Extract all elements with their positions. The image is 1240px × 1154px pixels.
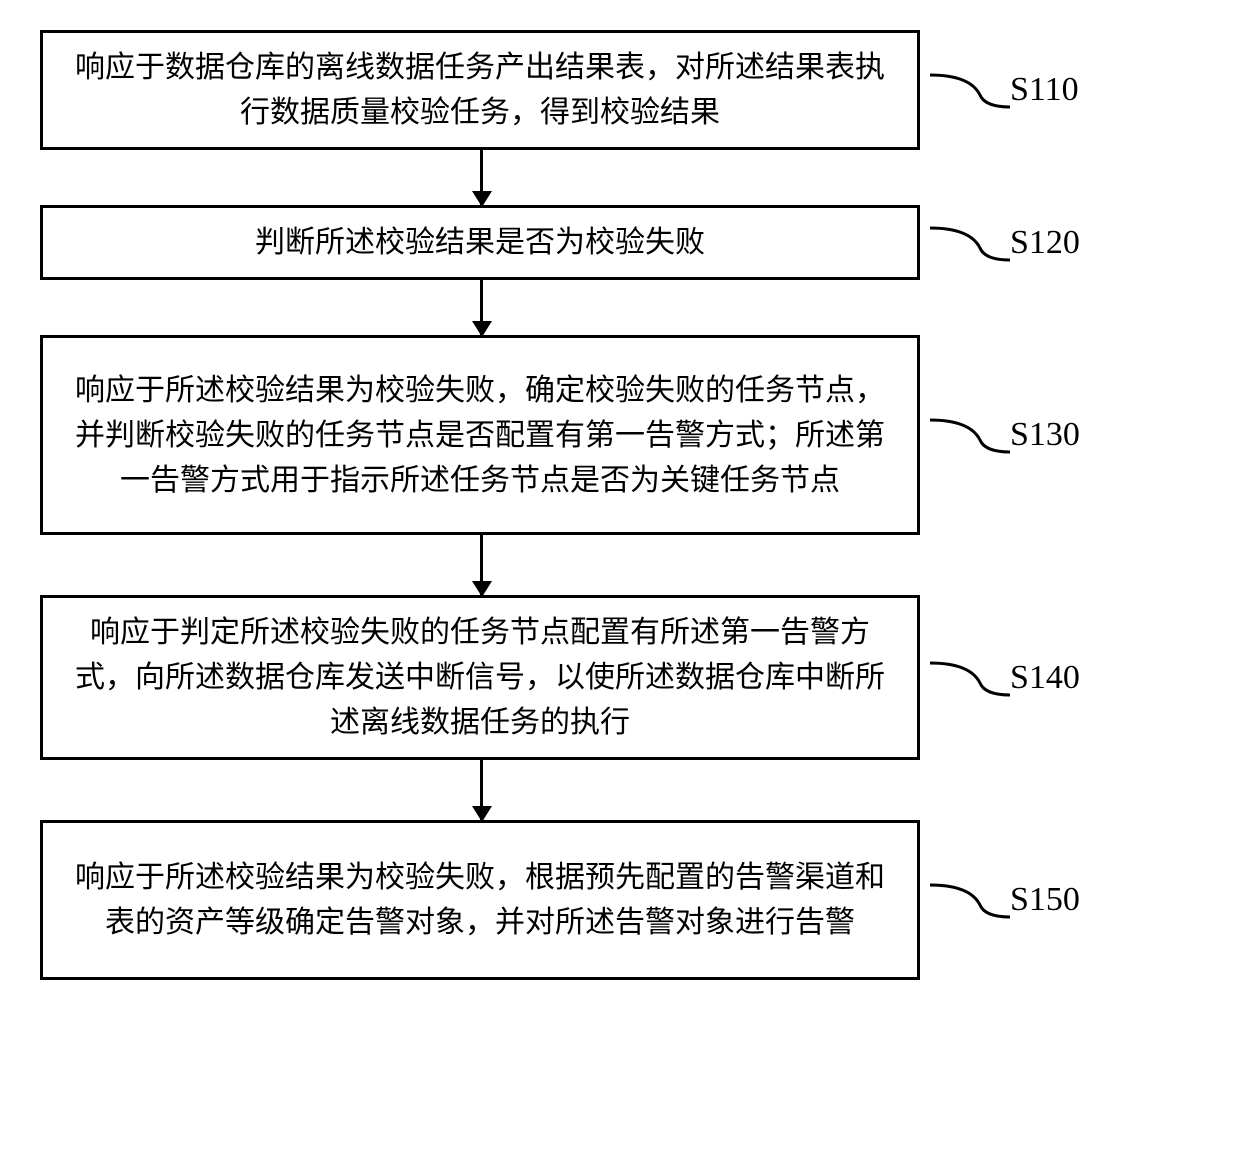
arrow-down-icon	[480, 535, 483, 595]
arrow-container-1	[40, 150, 1200, 205]
step-box-s140: 响应于判定所述校验失败的任务节点配置有所述第一告警方式，向所述数据仓库发送中断信…	[40, 595, 920, 760]
arrow-container-3	[40, 535, 1200, 595]
curve-connector-icon	[930, 65, 1010, 115]
arrow-container-4	[40, 760, 1200, 820]
step-text-s110: 响应于数据仓库的离线数据任务产出结果表，对所述结果表执行数据质量校验任务，得到校…	[63, 45, 897, 135]
curve-connector-icon	[930, 653, 1010, 703]
curve-connector-icon	[930, 875, 1010, 925]
curve-connector-icon	[930, 218, 1010, 268]
arrow-down-icon	[480, 760, 483, 820]
curve-connector-icon	[930, 410, 1010, 460]
step-text-s150: 响应于所述校验结果为校验失败，根据预先配置的告警渠道和表的资产等级确定告警对象，…	[63, 855, 897, 945]
arrow-down-icon	[480, 280, 483, 335]
step-label-s120: S120	[1010, 224, 1080, 262]
step-row-s140: 响应于判定所述校验失败的任务节点配置有所述第一告警方式，向所述数据仓库发送中断信…	[40, 595, 1200, 760]
step-label-s150: S150	[1010, 881, 1080, 919]
flowchart-container: 响应于数据仓库的离线数据任务产出结果表，对所述结果表执行数据质量校验任务，得到校…	[40, 30, 1200, 980]
arrow-down-icon	[480, 150, 483, 205]
step-label-s140: S140	[1010, 659, 1080, 697]
step-label-s130: S130	[1010, 416, 1080, 454]
label-wrap-s150: S150	[930, 875, 1080, 925]
step-box-s130: 响应于所述校验结果为校验失败，确定校验失败的任务节点，并判断校验失败的任务节点是…	[40, 335, 920, 535]
step-row-s130: 响应于所述校验结果为校验失败，确定校验失败的任务节点，并判断校验失败的任务节点是…	[40, 335, 1200, 535]
step-row-s150: 响应于所述校验结果为校验失败，根据预先配置的告警渠道和表的资产等级确定告警对象，…	[40, 820, 1200, 980]
step-row-s120: 判断所述校验结果是否为校验失败 S120	[40, 205, 1200, 280]
step-text-s140: 响应于判定所述校验失败的任务节点配置有所述第一告警方式，向所述数据仓库发送中断信…	[63, 610, 897, 745]
step-label-s110: S110	[1010, 71, 1079, 109]
step-box-s120: 判断所述校验结果是否为校验失败	[40, 205, 920, 280]
step-box-s150: 响应于所述校验结果为校验失败，根据预先配置的告警渠道和表的资产等级确定告警对象，…	[40, 820, 920, 980]
step-row-s110: 响应于数据仓库的离线数据任务产出结果表，对所述结果表执行数据质量校验任务，得到校…	[40, 30, 1200, 150]
label-wrap-s120: S120	[930, 218, 1080, 268]
step-box-s110: 响应于数据仓库的离线数据任务产出结果表，对所述结果表执行数据质量校验任务，得到校…	[40, 30, 920, 150]
label-wrap-s140: S140	[930, 653, 1080, 703]
label-wrap-s130: S130	[930, 410, 1080, 460]
step-text-s130: 响应于所述校验结果为校验失败，确定校验失败的任务节点，并判断校验失败的任务节点是…	[63, 368, 897, 503]
label-wrap-s110: S110	[930, 65, 1079, 115]
arrow-container-2	[40, 280, 1200, 335]
step-text-s120: 判断所述校验结果是否为校验失败	[255, 220, 705, 265]
